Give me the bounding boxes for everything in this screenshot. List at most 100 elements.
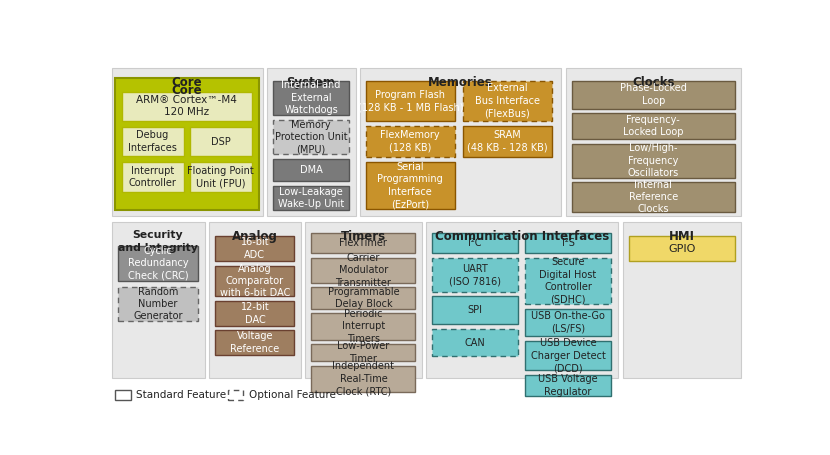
FancyBboxPatch shape xyxy=(525,375,611,396)
Text: SRAM
(48 KB - 128 KB): SRAM (48 KB - 128 KB) xyxy=(466,131,548,153)
FancyBboxPatch shape xyxy=(462,81,552,121)
FancyBboxPatch shape xyxy=(525,233,611,253)
Text: HMI: HMI xyxy=(669,230,695,243)
FancyBboxPatch shape xyxy=(121,162,183,192)
Text: Random
Number
Generator: Random Number Generator xyxy=(134,287,183,322)
FancyBboxPatch shape xyxy=(273,186,349,210)
Text: I²C: I²C xyxy=(468,238,481,248)
FancyBboxPatch shape xyxy=(566,68,741,216)
Text: I²S: I²S xyxy=(562,238,574,248)
Text: Analog
Comparator
with 6-bit DAC: Analog Comparator with 6-bit DAC xyxy=(220,263,290,298)
Text: Low/High-
Frequency
Oscillators: Low/High- Frequency Oscillators xyxy=(627,143,679,178)
FancyBboxPatch shape xyxy=(115,389,131,400)
FancyBboxPatch shape xyxy=(462,126,552,157)
FancyBboxPatch shape xyxy=(215,266,295,296)
Text: Debug
Interfaces: Debug Interfaces xyxy=(128,131,177,153)
FancyBboxPatch shape xyxy=(266,68,355,216)
FancyBboxPatch shape xyxy=(190,162,251,192)
Text: FlexTimer: FlexTimer xyxy=(339,238,388,248)
Text: Voltage
Reference: Voltage Reference xyxy=(230,331,280,354)
FancyBboxPatch shape xyxy=(525,341,611,370)
FancyBboxPatch shape xyxy=(432,233,518,253)
FancyBboxPatch shape xyxy=(305,222,422,378)
FancyBboxPatch shape xyxy=(115,78,259,210)
FancyBboxPatch shape xyxy=(311,313,415,339)
Text: Serial
Programming
Interface
(EzPort): Serial Programming Interface (EzPort) xyxy=(378,162,443,209)
Text: SPI: SPI xyxy=(467,305,482,315)
Text: UART
(ISO 7816): UART (ISO 7816) xyxy=(449,263,501,286)
Text: Independent
Real-Time
Clock (RTC): Independent Real-Time Clock (RTC) xyxy=(332,361,394,396)
Text: FlexMemory
(128 KB): FlexMemory (128 KB) xyxy=(380,131,440,153)
Text: Memory
Protection Unit
(MPU): Memory Protection Unit (MPU) xyxy=(275,120,348,154)
Text: USB Voltage
Regulator: USB Voltage Regulator xyxy=(538,374,598,397)
FancyBboxPatch shape xyxy=(623,222,741,378)
FancyBboxPatch shape xyxy=(227,389,243,400)
FancyBboxPatch shape xyxy=(121,91,251,121)
FancyBboxPatch shape xyxy=(311,258,415,283)
FancyBboxPatch shape xyxy=(311,366,415,392)
FancyBboxPatch shape xyxy=(311,233,415,253)
Text: Phase-Locked
Loop: Phase-Locked Loop xyxy=(620,83,686,106)
Text: Secure
Digital Host
Controller
(SDHC): Secure Digital Host Controller (SDHC) xyxy=(540,258,597,304)
FancyBboxPatch shape xyxy=(432,258,518,292)
Text: DMA: DMA xyxy=(300,165,322,175)
FancyBboxPatch shape xyxy=(215,330,295,355)
FancyBboxPatch shape xyxy=(111,222,204,378)
Text: DSP: DSP xyxy=(211,136,231,147)
FancyBboxPatch shape xyxy=(629,236,735,261)
FancyBboxPatch shape xyxy=(572,144,735,178)
FancyBboxPatch shape xyxy=(273,81,349,115)
Text: Programmable
Delay Block: Programmable Delay Block xyxy=(328,287,399,309)
FancyBboxPatch shape xyxy=(311,344,415,361)
Text: Security
and Integrity: Security and Integrity xyxy=(118,230,198,253)
FancyBboxPatch shape xyxy=(366,126,455,157)
Text: Low-Power
Timer: Low-Power Timer xyxy=(337,341,389,364)
FancyBboxPatch shape xyxy=(273,120,349,154)
Text: Optional Feature: Optional Feature xyxy=(249,390,335,400)
Text: Timers: Timers xyxy=(341,230,386,243)
Text: Interrupt
Controller: Interrupt Controller xyxy=(129,166,177,188)
FancyBboxPatch shape xyxy=(572,81,735,108)
FancyBboxPatch shape xyxy=(111,68,262,216)
Text: Internal and
External
Watchdogs: Internal and External Watchdogs xyxy=(281,81,341,115)
Text: Core: Core xyxy=(171,76,202,89)
FancyBboxPatch shape xyxy=(432,329,518,356)
FancyBboxPatch shape xyxy=(215,301,295,326)
Text: Analog: Analog xyxy=(232,230,278,243)
Text: Cyclic
Redundancy
Check (CRC): Cyclic Redundancy Check (CRC) xyxy=(128,246,188,281)
Text: USB On-the-Go
(LS/FS): USB On-the-Go (LS/FS) xyxy=(531,311,605,334)
Text: External
Bus Interface
(FlexBus): External Bus Interface (FlexBus) xyxy=(475,83,540,118)
FancyBboxPatch shape xyxy=(366,81,455,121)
FancyBboxPatch shape xyxy=(525,258,611,304)
Text: Program Flash
(128 KB - 1 MB Flash): Program Flash (128 KB - 1 MB Flash) xyxy=(358,90,463,112)
Text: Core: Core xyxy=(171,84,202,97)
Text: 12-bit
DAC: 12-bit DAC xyxy=(241,302,269,324)
Text: Low-Leakage
Wake-Up Unit: Low-Leakage Wake-Up Unit xyxy=(278,187,344,209)
Text: Floating Point
Unit (FPU): Floating Point Unit (FPU) xyxy=(188,166,254,188)
Text: Frequency-
Locked Loop: Frequency- Locked Loop xyxy=(623,115,683,137)
FancyBboxPatch shape xyxy=(432,296,518,324)
Text: Carrier
Modulator
Transmitter: Carrier Modulator Transmitter xyxy=(335,253,391,288)
FancyBboxPatch shape xyxy=(572,113,735,139)
FancyBboxPatch shape xyxy=(215,236,295,261)
Text: CAN: CAN xyxy=(465,338,486,348)
Text: Standard Feature: Standard Feature xyxy=(136,390,227,400)
FancyBboxPatch shape xyxy=(121,127,183,156)
FancyBboxPatch shape xyxy=(118,287,198,321)
FancyBboxPatch shape xyxy=(190,127,251,156)
FancyBboxPatch shape xyxy=(273,159,349,181)
FancyBboxPatch shape xyxy=(572,182,735,212)
FancyBboxPatch shape xyxy=(209,222,300,378)
FancyBboxPatch shape xyxy=(525,308,611,336)
FancyBboxPatch shape xyxy=(426,222,618,378)
Text: Clocks: Clocks xyxy=(632,76,675,89)
Text: ARM® Cortex™-M4
120 MHz: ARM® Cortex™-M4 120 MHz xyxy=(136,95,237,117)
Text: Internal
Reference
Clocks: Internal Reference Clocks xyxy=(628,180,678,214)
FancyBboxPatch shape xyxy=(118,246,198,281)
Text: Periodic
Interrupt
Timers: Periodic Interrupt Timers xyxy=(342,309,385,344)
FancyBboxPatch shape xyxy=(311,287,415,308)
FancyBboxPatch shape xyxy=(366,162,455,208)
Text: System: System xyxy=(286,76,335,89)
Text: USB Device
Charger Detect
(DCD): USB Device Charger Detect (DCD) xyxy=(530,338,605,373)
Text: Communication Interfaces: Communication Interfaces xyxy=(435,230,609,243)
